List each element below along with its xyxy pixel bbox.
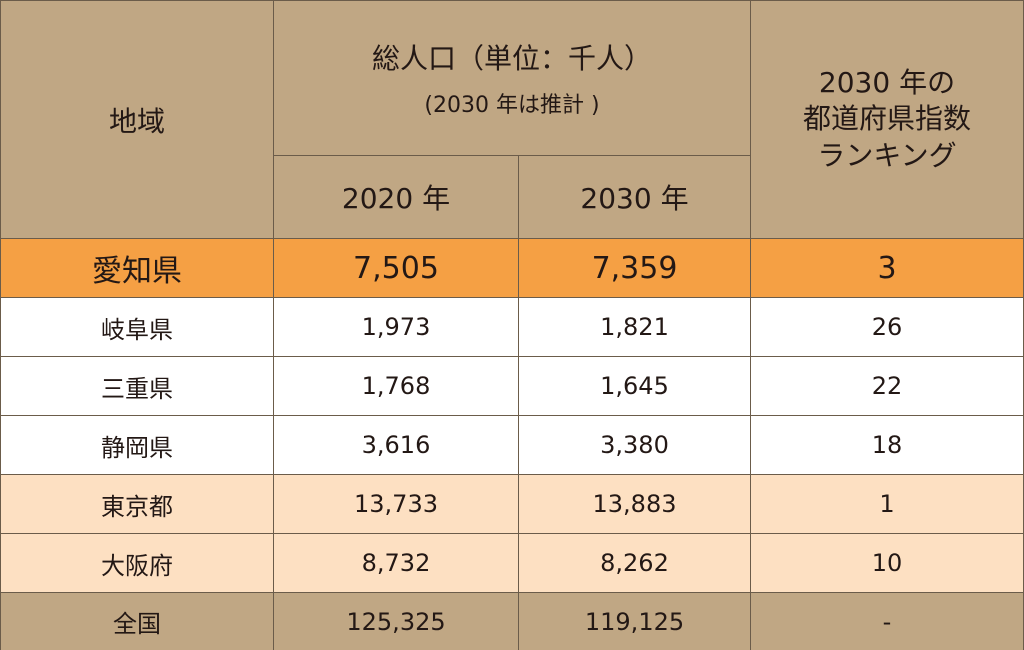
header-2020: 2020 年: [273, 155, 519, 239]
cell-region: 全国: [0, 592, 274, 650]
table-row: 東京都 13,733 13,883 1: [0, 474, 1024, 534]
cell-pop2030: 13,883: [517, 474, 752, 534]
header-ranking-line1: 2030 年の: [818, 65, 956, 99]
cell-region: 静岡県: [0, 415, 274, 475]
cell-pop2020: 1,768: [273, 356, 519, 416]
cell-rank: 1: [750, 474, 1024, 534]
cell-rank: 26: [750, 297, 1024, 357]
cell-rank: 3: [750, 238, 1024, 298]
header-population: 総人口（単位：千人） (2030 年は推計 ): [272, 0, 752, 156]
header-2030: 2030 年: [517, 155, 752, 239]
cell-rank: 10: [750, 533, 1024, 593]
table-row: 静岡県 3,616 3,380 18: [0, 415, 1024, 475]
cell-pop2020: 125,325: [273, 592, 519, 650]
cell-pop2020: 1,973: [273, 297, 519, 357]
table-row: 岐阜県 1,973 1,821 26: [0, 297, 1024, 357]
cell-region: 三重県: [0, 356, 274, 416]
header-ranking-line3: ランキング: [817, 138, 957, 172]
cell-rank: -: [750, 592, 1024, 650]
header-region: 地域: [0, 0, 274, 239]
cell-pop2030: 3,380: [517, 415, 752, 475]
header-ranking-line2: 都道府県指数: [803, 102, 972, 136]
cell-region: 愛知県: [0, 238, 274, 298]
cell-pop2030: 8,262: [517, 533, 752, 593]
header-population-note: (2030 年は推計 ): [424, 93, 600, 118]
cell-region: 東京都: [0, 474, 274, 534]
cell-pop2020: 13,733: [273, 474, 519, 534]
cell-pop2030: 119,125: [517, 592, 752, 650]
header-ranking: 2030 年の 都道府県指数 ランキング: [750, 0, 1024, 239]
cell-pop2030: 1,645: [517, 356, 752, 416]
table-row: 大阪府 8,732 8,262 10: [0, 533, 1024, 593]
cell-pop2020: 8,732: [273, 533, 519, 593]
cell-region: 岐阜県: [0, 297, 274, 357]
cell-pop2030: 7,359: [517, 238, 752, 298]
header-population-title: 総人口（単位：千人）: [372, 42, 653, 75]
cell-region: 大阪府: [0, 533, 274, 593]
table-row: 愛知県 7,505 7,359 3: [0, 238, 1024, 298]
table-row-total: 全国 125,325 119,125 -: [0, 592, 1024, 650]
cell-rank: 18: [750, 415, 1024, 475]
cell-rank: 22: [750, 356, 1024, 416]
cell-pop2020: 7,505: [273, 238, 519, 298]
cell-pop2020: 3,616: [273, 415, 519, 475]
table-row: 三重県 1,768 1,645 22: [0, 356, 1024, 416]
cell-pop2030: 1,821: [517, 297, 752, 357]
